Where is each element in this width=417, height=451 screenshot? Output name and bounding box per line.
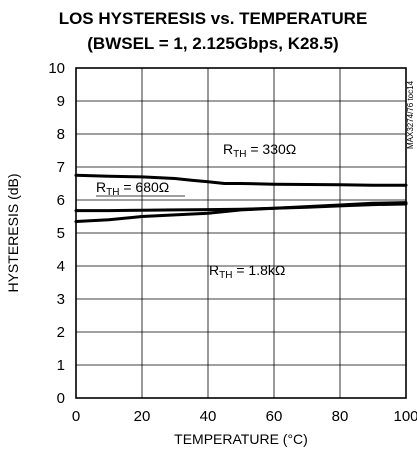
y-ticks: 0 1 2 3 4 5 6 7 8 9 10	[48, 60, 65, 407]
series-line-330	[74, 173, 408, 187]
series-label-680: RTH = 680Ω	[96, 179, 169, 198]
x-ticks: 0 20 40 60 80 100	[72, 408, 417, 425]
grid	[76, 68, 406, 398]
y-tick-label: 7	[57, 159, 65, 176]
plot-frame	[75, 67, 407, 399]
x-tick-label: 100	[393, 408, 417, 425]
y-tick-label: 3	[57, 291, 65, 308]
y-tick-label: 9	[57, 93, 65, 110]
y-tick-label: 5	[57, 225, 65, 242]
chart-title: LOS HYSTERESIS vs. TEMPERATURE	[59, 9, 368, 28]
y-tick-label: 1	[57, 357, 65, 374]
series-label-330: RTH = 330Ω	[223, 141, 296, 160]
y-tick-label: 0	[57, 390, 65, 407]
x-tick-label: 0	[72, 408, 80, 425]
chart-subtitle: (BWSEL = 1, 2.125Gbps, K28.5)	[87, 34, 338, 53]
x-tick-label: 60	[266, 408, 283, 425]
series-lines	[74, 173, 408, 223]
series-labels: RTH = 330Ω RTH = 680Ω RTH = 1.8kΩ	[96, 141, 296, 281]
y-tick-label: 2	[57, 324, 65, 341]
series-line-1-8k	[74, 202, 408, 223]
side-label: MAX3274/76 toc14	[406, 80, 415, 149]
y-axis-label: HYSTERESIS (dB)	[5, 173, 21, 292]
y-tick-label: 10	[48, 60, 65, 77]
x-tick-label: 80	[332, 408, 349, 425]
series-label-1-8k: RTH = 1.8kΩ	[209, 262, 285, 281]
y-tick-label: 6	[57, 192, 65, 209]
x-axis-label: TEMPERATURE (°C)	[174, 431, 308, 447]
y-tick-label: 4	[57, 258, 65, 275]
x-tick-label: 40	[200, 408, 217, 425]
x-tick-label: 20	[134, 408, 151, 425]
y-tick-label: 8	[57, 126, 65, 143]
